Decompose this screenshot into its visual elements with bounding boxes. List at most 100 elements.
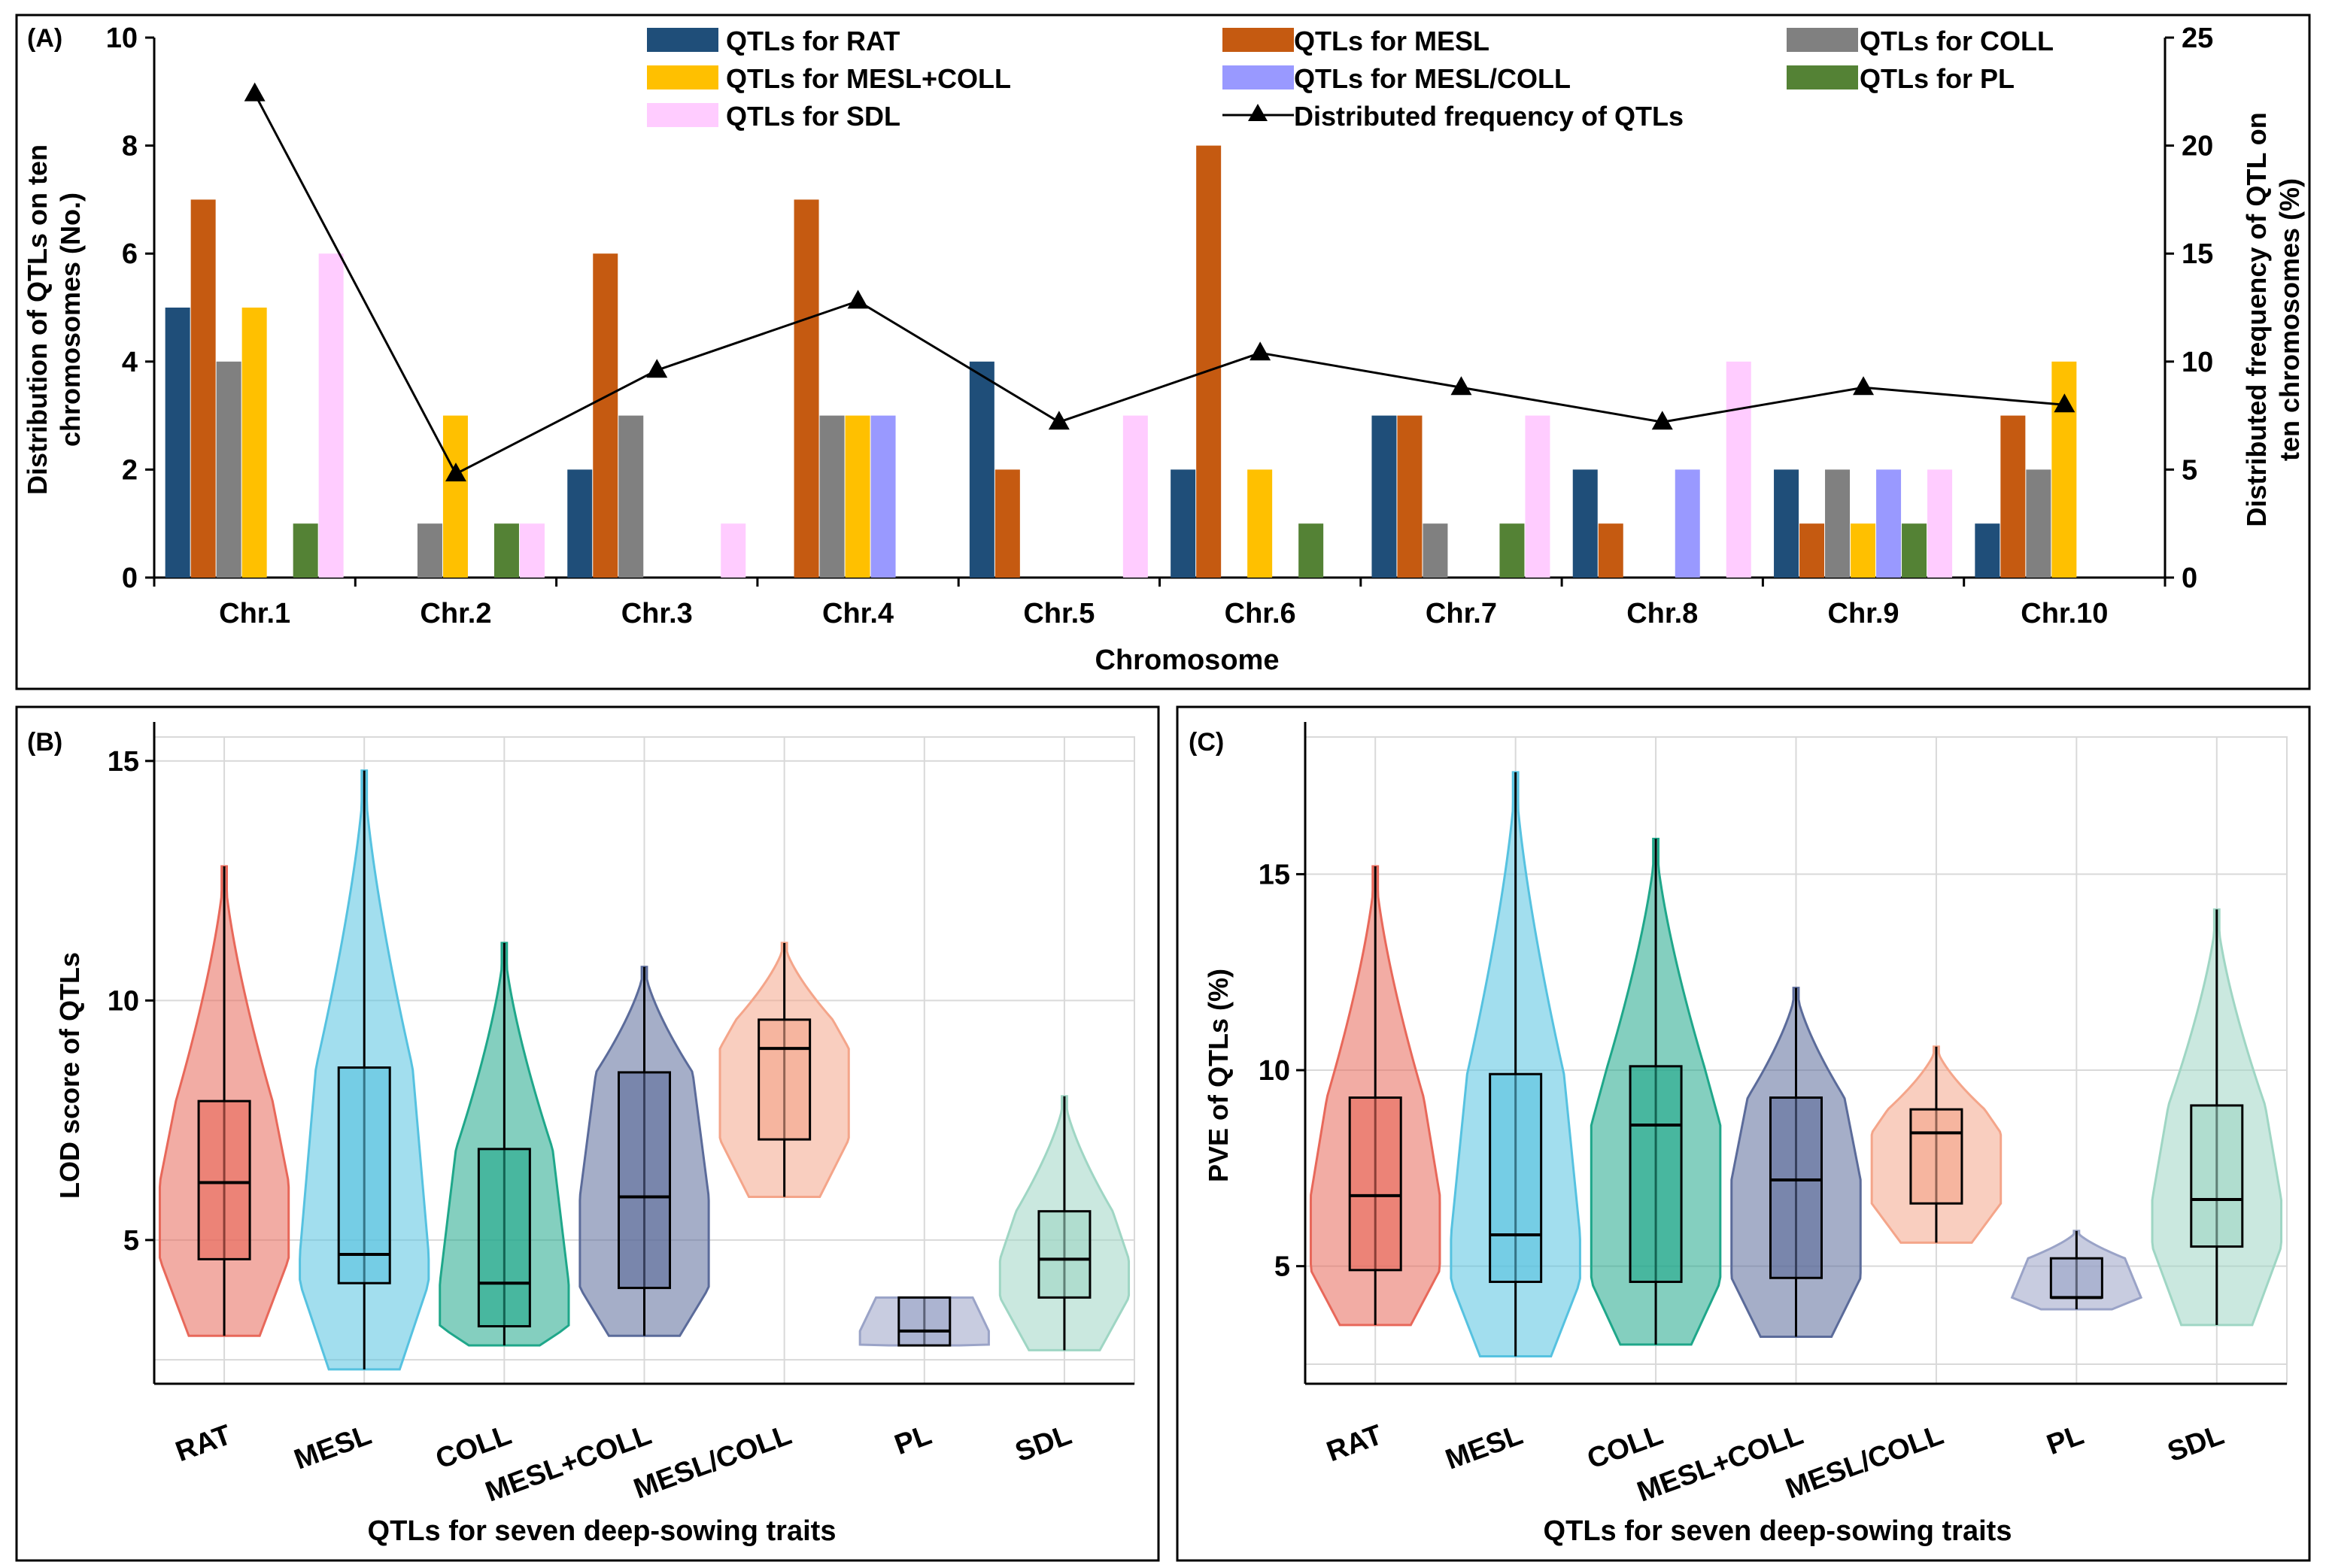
bar-mesl-coll-chr-1 <box>241 308 267 578</box>
legend-label-mesl: QTLs for MESL <box>1294 26 1489 56</box>
bar-rat-chr-10 <box>1975 523 2000 578</box>
a-ytick-left-label: 2 <box>122 454 138 486</box>
a-ytick-right-label: 0 <box>2182 563 2197 594</box>
a-ytick-right-label: 10 <box>2182 347 2213 378</box>
a-xtick-label: Chr.7 <box>1426 598 1497 629</box>
bar-rat-chr-6 <box>1171 469 1196 578</box>
b-ytick-label: 10 <box>108 985 139 1017</box>
legend-swatch-coll <box>1787 28 1858 52</box>
b-box-mesl-coll <box>758 1018 812 1141</box>
c-box-mesl <box>1489 1072 1543 1283</box>
bar-mesl-coll-chr-9 <box>1851 523 1876 578</box>
b-xtick-label: RAT <box>172 1419 235 1468</box>
frequency-point-chr-6 <box>1250 341 1271 361</box>
b-box-pl <box>897 1296 952 1347</box>
c-ylabel: PVE of QTLs (%) <box>1203 969 1234 1182</box>
bar-mesl-chr-3 <box>593 253 618 578</box>
a-ytick-right-label: 20 <box>2182 131 2213 162</box>
bar-rat-chr-9 <box>1774 469 1799 578</box>
b-box-sdl <box>1037 1210 1092 1299</box>
bar-mesl-chr-4 <box>794 199 819 578</box>
a-xtick-label: Chr.6 <box>1225 598 1296 629</box>
b-box-mesl <box>337 1066 391 1284</box>
bar-rat-chr-8 <box>1572 469 1598 578</box>
bar-mesl-coll-chr-2 <box>442 415 468 578</box>
bar-sdl-chr-1 <box>318 253 344 578</box>
a-ylabel-right-line2: ten chromosomes (%) <box>2274 178 2305 461</box>
a-xtick-label: Chr.1 <box>219 598 290 629</box>
c-box-rat <box>1348 1096 1402 1272</box>
bar-coll-chr-7 <box>1423 523 1448 578</box>
frequency-point-chr-3 <box>646 359 668 378</box>
panel-c-label: (C) <box>1189 728 1224 757</box>
bar-mesl-coll-chr-6 <box>1247 469 1273 578</box>
bar-coll-chr-9 <box>1825 469 1851 578</box>
a-xtick-label: Chr.2 <box>420 598 491 629</box>
a-xtick-label: Chr.8 <box>1626 598 1698 629</box>
a-ytick-left-label: 6 <box>122 238 138 270</box>
a-ytick-right-label: 25 <box>2182 23 2213 54</box>
bar-mesl-chr-10 <box>2000 415 2026 578</box>
frequency-point-chr-7 <box>1450 376 1472 396</box>
panel-a-plot: 0 2 4 6 8 10 0 5 10 15 20 25 Chr.1 Chr.2 Chr.3 Chr.4 Chr… <box>106 23 2214 629</box>
c-box-coll <box>1629 1065 1683 1283</box>
c-xlabel: QTLs for seven deep-sowing traits <box>1544 1515 2012 1547</box>
bar-sdl-chr-9 <box>1927 469 1953 578</box>
b-box-coll <box>477 1148 531 1328</box>
bar-rat-chr-3 <box>567 469 593 578</box>
bar-pl-chr-6 <box>1298 523 1324 578</box>
a-ylabel-left-line2: chromosomes (No.) <box>55 193 86 447</box>
legend-label-sdl: QTLs for SDL <box>726 101 900 132</box>
panel-b-label: (B) <box>27 728 62 757</box>
bar-coll-chr-1 <box>216 361 241 578</box>
panel-a-label: (A) <box>27 24 62 53</box>
frequency-point-chr-5 <box>1048 411 1070 430</box>
a-ytick-left-label: 10 <box>106 23 138 54</box>
panel-b-frame <box>15 705 1160 1562</box>
c-box-pl <box>2049 1257 2103 1299</box>
bar-pl-chr-9 <box>1902 523 1927 578</box>
bar-pl-chr-1 <box>293 523 318 578</box>
b-ytick-label: 5 <box>123 1225 139 1257</box>
frequency-point-chr-8 <box>1651 411 1673 430</box>
bar-mesl-coll-chr-8 <box>1675 469 1700 578</box>
c-xtick-label: RAT <box>1322 1419 1386 1468</box>
a-ytick-right-label: 15 <box>2182 238 2213 270</box>
bar-mesl-coll-chr-4 <box>870 415 896 578</box>
b-box-mesl-coll <box>618 1071 671 1290</box>
c-xtick-label: MESL <box>1441 1419 1527 1476</box>
a-ytick-left-label: 8 <box>122 131 138 162</box>
a-xtick-label: Chr.5 <box>1023 598 1095 629</box>
c-xtick-label: MESL/COLL <box>1781 1419 1948 1506</box>
bar-sdl-chr-2 <box>519 523 545 578</box>
frequency-point-chr-1 <box>244 82 266 102</box>
legend-label-rat: QTLs for RAT <box>726 26 900 56</box>
c-box-sdl <box>2190 1104 2244 1248</box>
legend-label-mesl-coll-slash: QTLs for MESL/COLL <box>1294 63 1571 94</box>
bar-mesl-chr-6 <box>1196 145 1222 578</box>
frequency-point-chr-4 <box>847 290 869 309</box>
a-ylabel-right-line1: Distributed frequency of QTL on <box>2241 112 2272 526</box>
frequency-point-chr-2 <box>445 463 466 482</box>
c-xtick-label: COLL <box>1584 1419 1668 1475</box>
legend-swatch-mesl <box>1222 28 1294 52</box>
legend-label-frequency: Distributed frequency of QTLs <box>1294 101 1684 132</box>
legend-swatch-pl <box>1787 65 1858 89</box>
bar-mesl-coll-chr-10 <box>2051 361 2077 578</box>
legend-swatch-mesl-coll-plus <box>647 65 718 89</box>
b-xtick-label: COLL <box>432 1419 516 1475</box>
c-ytick-label: 5 <box>1274 1251 1290 1283</box>
bar-pl-chr-2 <box>493 523 519 578</box>
b-ytick-label: 15 <box>108 746 139 778</box>
bar-mesl-chr-1 <box>190 199 216 578</box>
bar-coll-chr-3 <box>618 415 644 578</box>
b-xtick-label: SDL <box>1011 1419 1076 1468</box>
frequency-line <box>254 93 2065 476</box>
c-ytick-label: 15 <box>1259 859 1290 890</box>
b-xtick-label: PL <box>891 1419 936 1461</box>
a-xtick-label: Chr.10 <box>2021 598 2108 629</box>
bar-sdl-chr-3 <box>721 523 746 578</box>
c-xtick-label: PL <box>2042 1419 2088 1461</box>
bar-mesl-coll-chr-9 <box>1876 469 1902 578</box>
a-xtick-label: Chr.9 <box>1828 598 1899 629</box>
